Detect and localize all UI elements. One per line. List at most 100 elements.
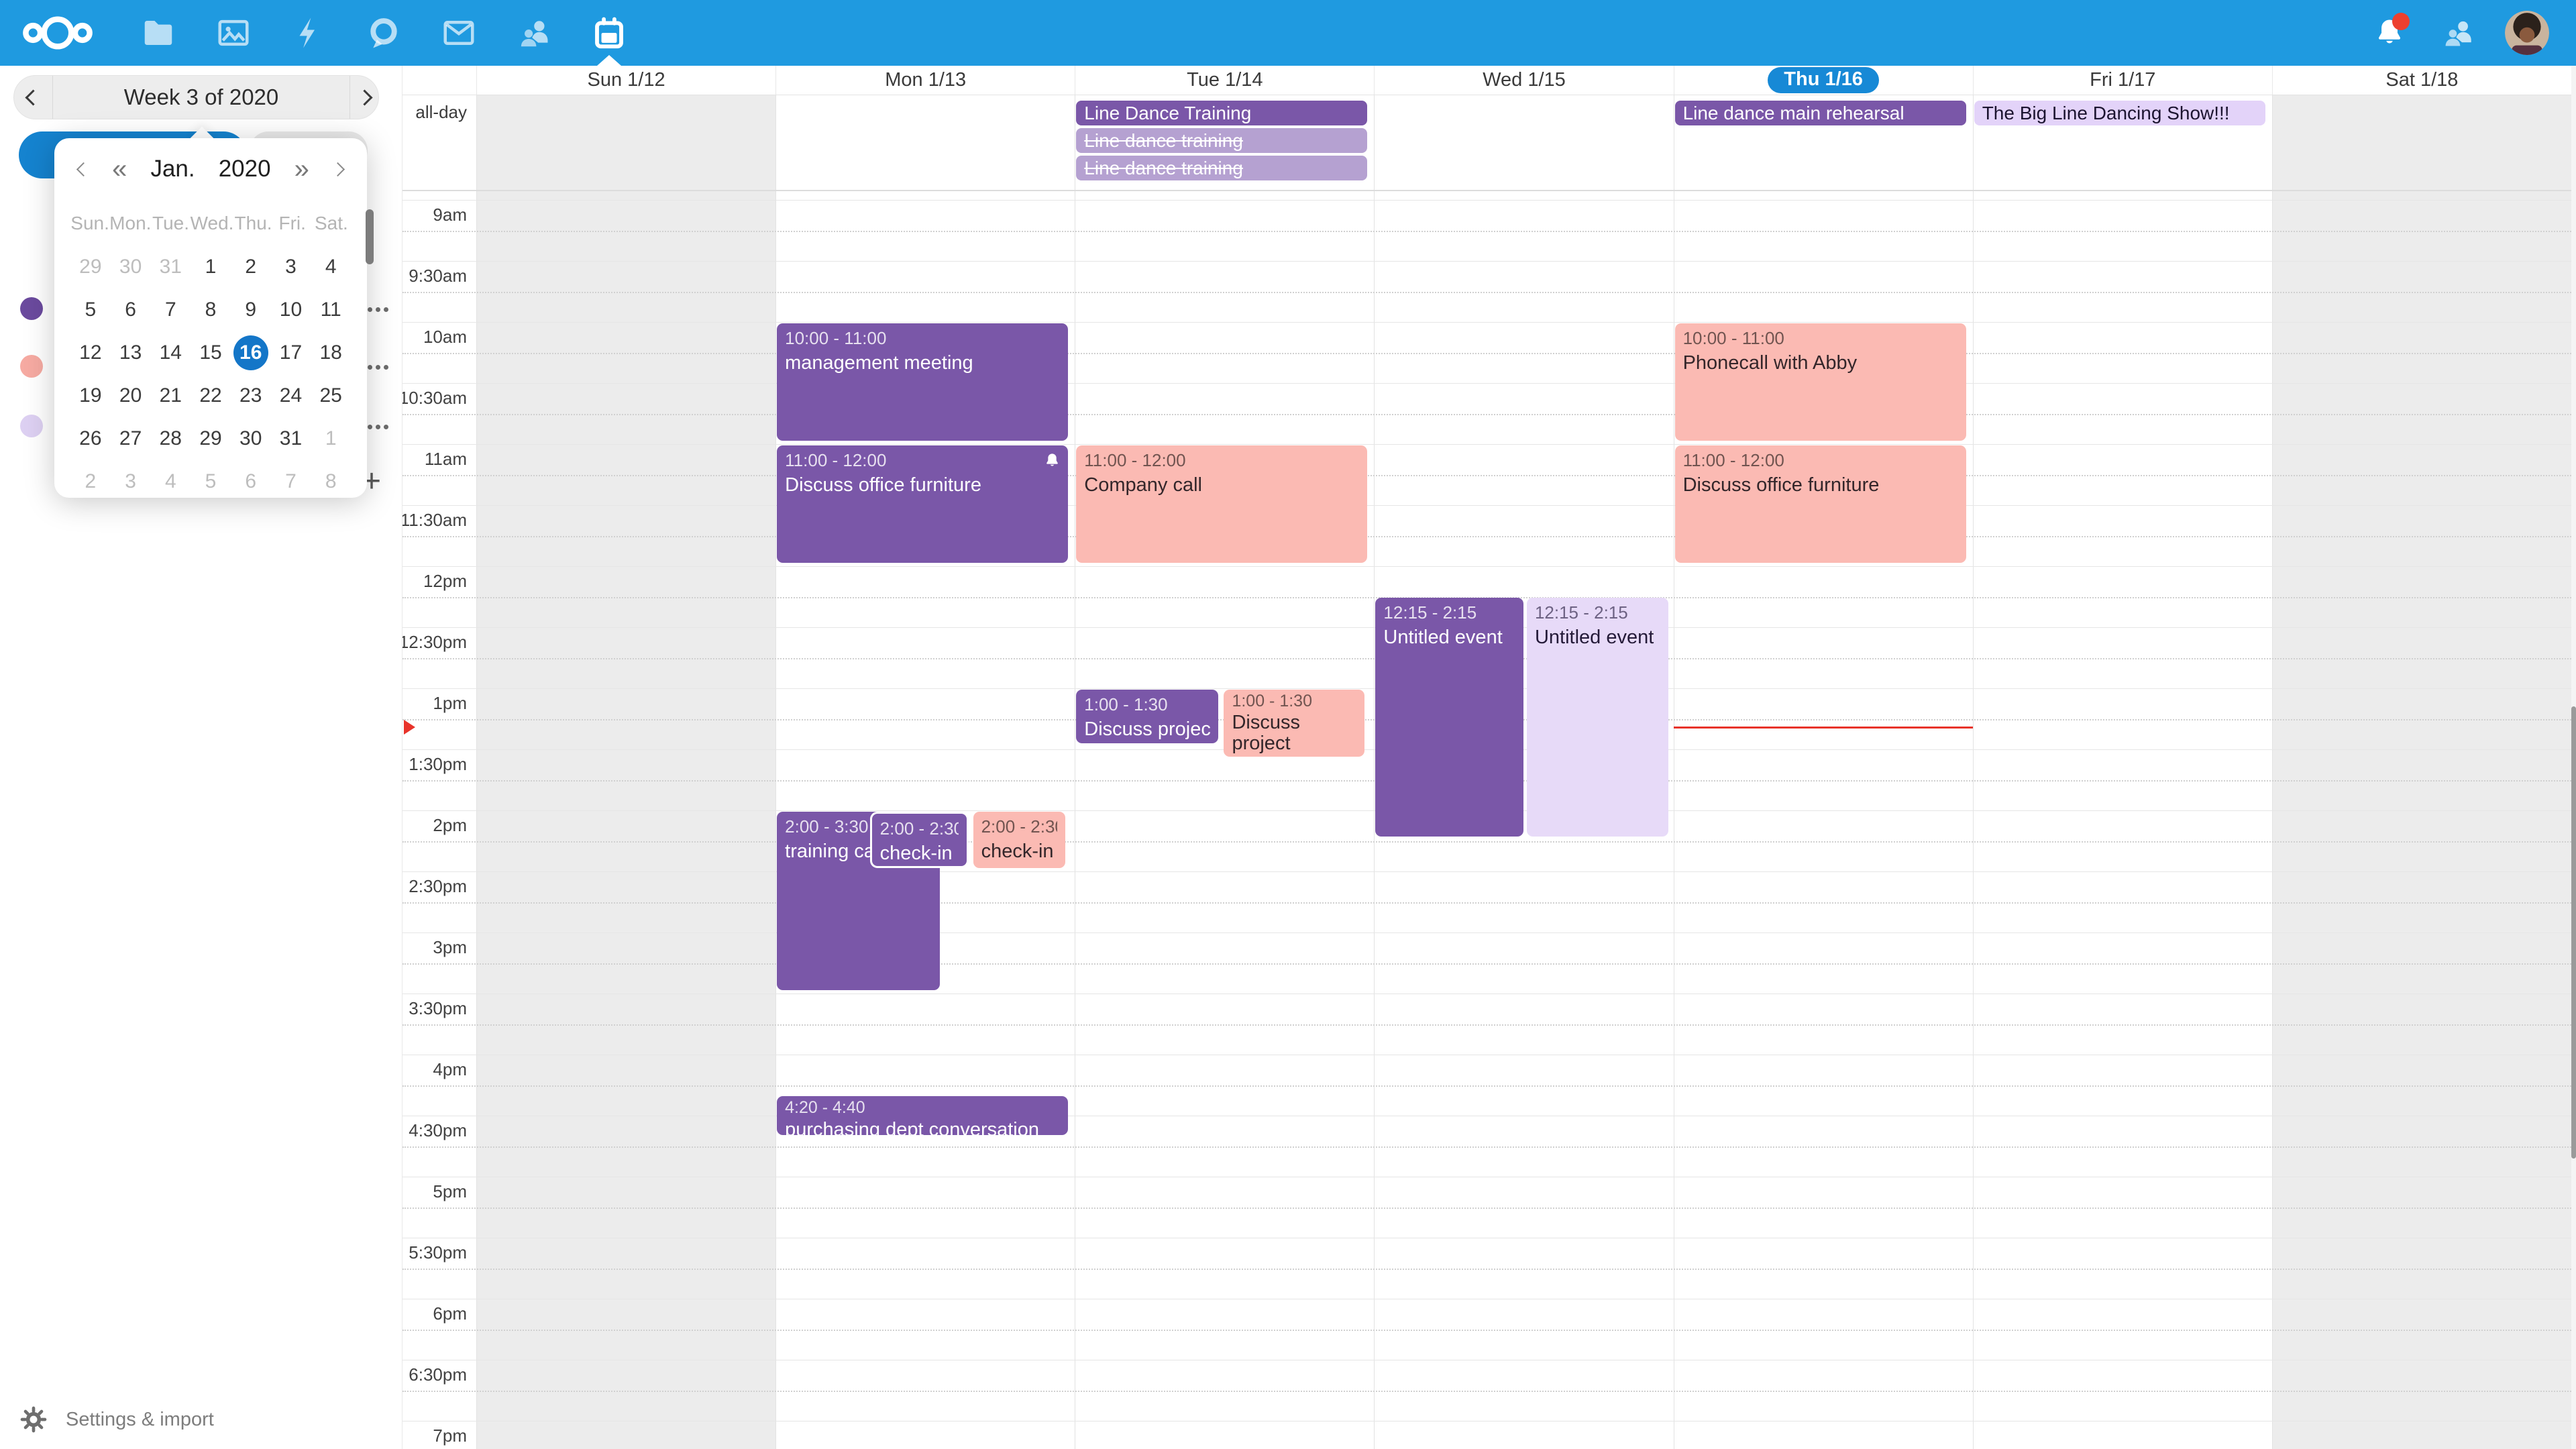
datepicker-day[interactable]: 9 (245, 299, 257, 321)
datepicker-day[interactable]: 19 (79, 384, 102, 407)
datepicker-day[interactable]: 21 (159, 384, 182, 407)
datepicker-day[interactable]: 3 (125, 470, 136, 492)
datepicker-day[interactable]: 30 (119, 256, 142, 278)
contacts-menu-icon[interactable] (2436, 11, 2479, 54)
calendar-event[interactable]: 12:15 - 2:15 Untitled event (1375, 598, 1524, 837)
datepicker-day[interactable]: 15 (199, 341, 222, 364)
calendar-event[interactable]: 11:00 - 12:00 Discuss office furniture (1674, 445, 1966, 563)
calendar-event[interactable]: 12:15 - 2:15 Untitled event (1526, 598, 1668, 837)
activity-app-icon[interactable] (290, 0, 327, 66)
event-title: check-in (879, 843, 953, 864)
calendar-event[interactable]: 11:00 - 12:00 Company call (1076, 445, 1368, 563)
calendar-app-icon[interactable] (590, 0, 628, 66)
files-app-icon[interactable] (140, 0, 177, 66)
datepicker-day[interactable]: 5 (205, 470, 217, 492)
datepicker-day[interactable]: 6 (245, 470, 257, 492)
calendar-event[interactable]: 10:00 - 11:00 Phonecall with Abby (1674, 323, 1966, 441)
datepicker-day[interactable]: 10 (279, 299, 303, 321)
allday-row: all-day Line Dance Training Line dance tr… (402, 95, 2571, 191)
allday-event-chip[interactable]: Line dance training (1076, 156, 1368, 180)
datepicker-day[interactable]: 30 (239, 427, 262, 449)
calendar-menu-button[interactable] (368, 301, 394, 317)
datepicker-day[interactable]: 7 (285, 470, 297, 492)
datepicker-day[interactable]: 8 (205, 299, 217, 321)
datepicker-next-month-button[interactable] (330, 162, 345, 176)
event-time: 1:00 - 1:30 (1232, 692, 1312, 710)
main-scrollbar[interactable] (2571, 66, 2576, 1449)
datepicker-day[interactable]: 5 (85, 299, 97, 321)
notifications-bell-icon[interactable] (2368, 11, 2411, 54)
datepicker-day[interactable]: 3 (285, 256, 297, 278)
datepicker-day[interactable]: 20 (119, 384, 142, 407)
allday-event-chip[interactable]: Line dance training (1076, 128, 1368, 153)
datepicker-weekday-label: Thu. (234, 213, 272, 233)
datepicker-day[interactable]: 7 (164, 299, 176, 321)
calendar-event[interactable]: 2:00 - 2:30 check-in (869, 812, 969, 868)
datepicker-weekday-label: Sat. (314, 213, 348, 233)
calendar-event[interactable]: 1:00 - 1:30 Discuss project announcement (1076, 690, 1219, 743)
datepicker-day[interactable]: 28 (159, 427, 182, 449)
datepicker-day[interactable]: 18 (319, 341, 342, 364)
day-header[interactable]: Wed 1/15 (1374, 66, 1673, 95)
datepicker-day[interactable]: 12 (79, 341, 102, 364)
datepicker-day[interactable]: 13 (119, 341, 142, 364)
datepicker-day[interactable]: 27 (119, 427, 142, 449)
user-avatar[interactable] (2505, 11, 2549, 55)
settings-import-button[interactable]: Settings & import (20, 1406, 214, 1433)
datepicker-day[interactable]: 11 (320, 299, 341, 321)
sidebar-scrollbar-thumb[interactable] (366, 209, 374, 264)
contacts-app-icon[interactable] (515, 0, 553, 66)
calendar-menu-button[interactable] (368, 359, 394, 375)
datepicker-day[interactable]: 8 (325, 470, 337, 492)
calendar-event[interactable]: 1:00 - 1:30 Discuss project announcement (1224, 690, 1365, 757)
datepicker-day[interactable]: 4 (325, 256, 337, 278)
datepicker-day[interactable]: 14 (159, 341, 182, 364)
calendar-event[interactable]: 4:20 - 4:40 purchasing dept conversation (777, 1096, 1069, 1135)
calendar-event[interactable]: 2:00 - 2:30 check-in (973, 812, 1066, 868)
datepicker-day[interactable]: 2 (245, 256, 257, 278)
main-scrollbar-thumb[interactable] (2571, 706, 2576, 1159)
datepicker-day-selected[interactable]: 16 (231, 335, 271, 370)
allday-event-chip[interactable]: Line Dance Training (1076, 101, 1368, 125)
day-header[interactable]: Sun 1/12 (476, 66, 775, 95)
nextcloud-logo[interactable] (17, 0, 98, 66)
datepicker-day[interactable]: 4 (164, 470, 176, 492)
next-week-button[interactable] (350, 76, 378, 119)
previous-week-button[interactable] (14, 76, 53, 119)
photos-app-icon[interactable] (215, 0, 252, 66)
datepicker-day[interactable]: 29 (199, 427, 222, 449)
calendar-color-dot (20, 415, 43, 437)
allday-event-chip[interactable]: Line dance main rehearsal (1674, 101, 1966, 125)
datepicker-month[interactable]: Jan. (150, 156, 195, 182)
calendar-menu-button[interactable] (368, 419, 394, 435)
datepicker-grid: Sun. Mon. Tue. Wed. Thu. Fri. Sat. 29 30 31 1 2 3 4 5 6… (54, 186, 367, 503)
datepicker-prev-month-button[interactable] (76, 162, 91, 176)
calendar-event[interactable]: 2:00 - 3:30 training call (777, 812, 941, 990)
datepicker-prev-year-button[interactable]: « (112, 154, 127, 184)
talk-app-icon[interactable] (365, 0, 402, 66)
day-header-today[interactable]: Thu 1/16 (1673, 66, 1973, 95)
day-header[interactable]: Tue 1/14 (1075, 66, 1374, 95)
calendar-event[interactable]: 11:00 - 12:00 Discuss office furniture (777, 445, 1069, 563)
datepicker-day[interactable]: 6 (125, 299, 136, 321)
datepicker-day[interactable]: 25 (319, 384, 342, 407)
day-header[interactable]: Fri 1/17 (1972, 66, 2272, 95)
datepicker-day[interactable]: 29 (79, 256, 102, 278)
mail-app-icon[interactable] (440, 0, 478, 66)
datepicker-day[interactable]: 22 (199, 384, 222, 407)
datepicker-day[interactable]: 31 (279, 427, 303, 449)
datepicker-day[interactable]: 23 (239, 384, 262, 407)
calendar-event[interactable]: 10:00 - 11:00 management meeting (777, 323, 1069, 441)
datepicker-day[interactable]: 17 (279, 341, 303, 364)
datepicker-day[interactable]: 1 (325, 427, 337, 449)
datepicker-year[interactable]: 2020 (218, 156, 271, 182)
day-header[interactable]: Mon 1/13 (775, 66, 1075, 95)
datepicker-day[interactable]: 1 (205, 256, 217, 278)
datepicker-day[interactable]: 2 (85, 470, 97, 492)
datepicker-day[interactable]: 24 (279, 384, 303, 407)
datepicker-next-year-button[interactable]: » (294, 154, 309, 184)
datepicker-day[interactable]: 26 (79, 427, 102, 449)
day-header[interactable]: Sat 1/18 (2271, 66, 2571, 95)
datepicker-day[interactable]: 31 (159, 256, 182, 278)
allday-event-chip[interactable]: The Big Line Dancing Show!!! (1974, 101, 2265, 125)
